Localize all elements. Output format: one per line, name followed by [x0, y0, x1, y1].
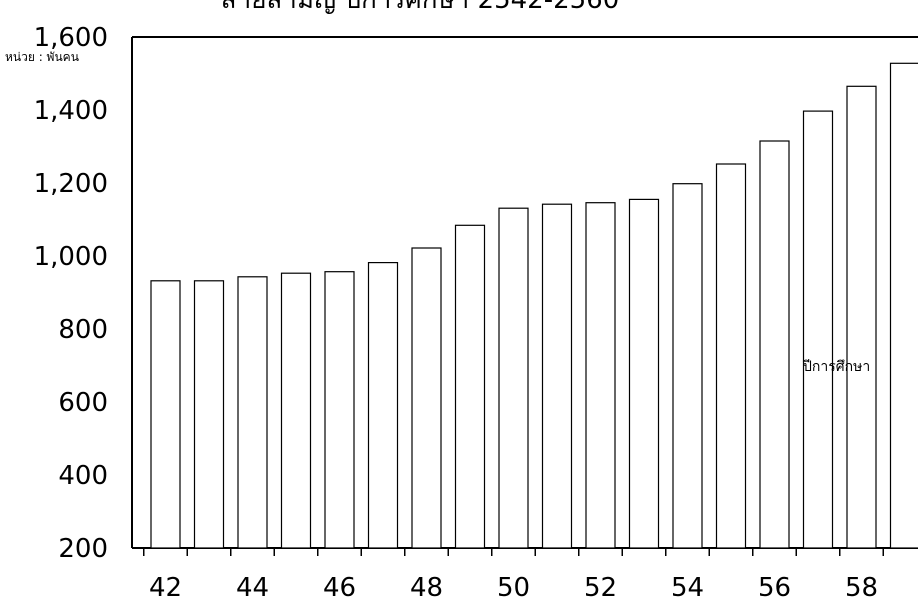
bar-56 — [759, 140, 790, 549]
y-tick-label: 1,200 — [34, 169, 108, 199]
x-tick-label: 54 — [671, 573, 704, 603]
x-axis-label: ปีการศึกษา — [803, 359, 871, 375]
x-tick-label: 42 — [149, 573, 182, 603]
y-tick-label: 1,400 — [34, 96, 108, 126]
y-tick-label: 600 — [58, 388, 108, 418]
bar-52 — [585, 202, 616, 549]
y-tick-label: 400 — [58, 461, 108, 491]
bar-55 — [715, 163, 747, 549]
x-axis: 42 44 46 48 50 52 54 56 58 — [143, 548, 884, 603]
bar-45 — [280, 272, 312, 549]
bars-group — [150, 62, 918, 549]
bar-53 — [628, 198, 660, 549]
bar-47 — [367, 262, 399, 549]
bar-58 — [846, 85, 877, 549]
bar-54 — [672, 183, 703, 549]
x-tick-label: 58 — [845, 573, 878, 603]
x-tick-label: 50 — [497, 573, 530, 603]
chart-title: สายสามัญ ปีการศึกษา 2542-2560 — [221, 0, 620, 15]
x-tick-label: 44 — [236, 573, 269, 603]
unit-label: หน่วย : พันคน — [5, 50, 79, 64]
x-tick-label: 46 — [323, 573, 356, 603]
bar-44 — [237, 276, 268, 549]
y-tick-label: 1,600 — [34, 23, 108, 53]
bar-59 — [889, 62, 918, 549]
bar-43 — [193, 280, 225, 549]
x-tick-label: 48 — [410, 573, 443, 603]
bar-42 — [150, 280, 181, 549]
bar-57 — [802, 110, 834, 549]
bar-46 — [324, 271, 355, 549]
bar-49 — [454, 224, 486, 549]
bar-50 — [498, 207, 529, 549]
bar-51 — [541, 203, 573, 549]
y-tick-label: 800 — [58, 315, 108, 345]
x-tick-label: 52 — [584, 573, 617, 603]
y-tick-label: 1,000 — [34, 242, 108, 272]
y-axis: 200 400 600 800 1,000 1,200 1,400 1,600 — [34, 23, 108, 564]
bar-48 — [411, 247, 442, 549]
x-tick-label: 56 — [758, 573, 791, 603]
y-tick-label: 200 — [58, 534, 108, 564]
